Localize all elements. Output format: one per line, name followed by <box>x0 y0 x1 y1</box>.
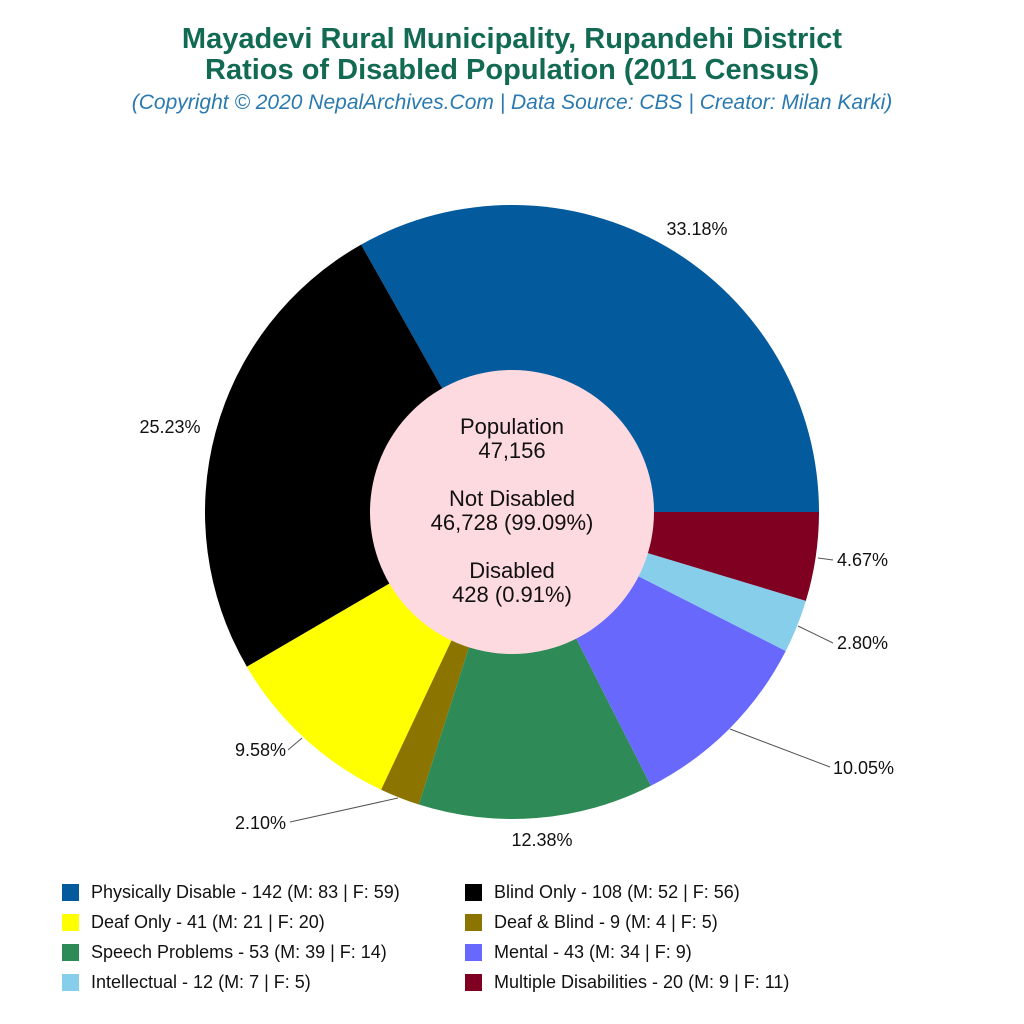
legend-label: Deaf & Blind - 9 (M: 4 | F: 5) <box>494 912 718 932</box>
legend-swatch-icon <box>465 974 482 991</box>
label-leader-line <box>797 625 834 644</box>
legend-label: Deaf Only - 41 (M: 21 | F: 20) <box>91 912 325 932</box>
label-leader-line <box>287 737 303 751</box>
legend-swatch-icon <box>62 914 79 931</box>
percent-label: 9.58% <box>235 740 286 760</box>
population-value: 47,156 <box>478 438 545 463</box>
chart-title-line2: Ratios of Disabled Population (2011 Cens… <box>205 54 819 86</box>
legend-item[interactable]: Deaf Only - 41 (M: 21 | F: 20) <box>62 912 325 933</box>
legend-label: Physically Disable - 142 (M: 83 | F: 59) <box>91 882 400 902</box>
legend-item[interactable]: Blind Only - 108 (M: 52 | F: 56) <box>465 882 740 903</box>
legend-swatch-icon <box>62 884 79 901</box>
percent-label: 10.05% <box>833 758 894 778</box>
legend-label: Speech Problems - 53 (M: 39 | F: 14) <box>91 942 387 962</box>
legend-swatch-icon <box>465 914 482 931</box>
label-leader-line <box>289 797 399 823</box>
percent-labels: 33.18% 25.23% 9.58% 2.10% 12.38% 10.05% 2.80% 4… <box>139 219 894 850</box>
label-leader-line <box>729 728 831 768</box>
percent-label: 2.10% <box>235 813 286 833</box>
not-disabled-label: Not Disabled <box>449 486 575 511</box>
chart-title-line1: Mayadevi Rural Municipality, Rupandehi D… <box>181 23 843 55</box>
slice-speech-problems[interactable] <box>418 512 651 819</box>
legend-item[interactable]: Deaf & Blind - 9 (M: 4 | F: 5) <box>465 912 718 933</box>
legend-item[interactable]: Physically Disable - 142 (M: 83 | F: 59) <box>62 882 400 903</box>
legend-item[interactable]: Intellectual - 12 (M: 7 | F: 5) <box>62 972 311 993</box>
legend-label: Multiple Disabilities - 20 (M: 9 | F: 11… <box>494 972 790 992</box>
center-circle <box>370 370 654 654</box>
percent-label: 25.23% <box>139 417 200 437</box>
center-summary: Population 47,156 Not Disabled 46,728 (9… <box>431 414 594 607</box>
not-disabled-value: 46,728 (99.09%) <box>431 510 594 535</box>
legend-item[interactable]: Speech Problems - 53 (M: 39 | F: 14) <box>62 942 387 963</box>
legend-label: Intellectual - 12 (M: 7 | F: 5) <box>91 972 311 992</box>
disabled-label: Disabled <box>469 558 555 583</box>
percent-label: 2.80% <box>837 633 888 653</box>
slice-blind-only[interactable] <box>204 244 512 667</box>
percent-label: 33.18% <box>666 219 727 239</box>
legend-swatch-icon <box>62 974 79 991</box>
disabled-value: 428 (0.91%) <box>452 582 572 607</box>
legend-label: Blind Only - 108 (M: 52 | F: 56) <box>494 882 740 902</box>
legend-item[interactable]: Mental - 43 (M: 34 | F: 9) <box>465 942 692 963</box>
legend-label: Mental - 43 (M: 34 | F: 9) <box>494 942 692 962</box>
percent-label: 4.67% <box>837 550 888 570</box>
legend-swatch-icon <box>465 884 482 901</box>
legend-item[interactable]: Multiple Disabilities - 20 (M: 9 | F: 11… <box>465 972 789 993</box>
legend-swatch-icon <box>62 944 79 961</box>
population-label: Population <box>460 414 564 439</box>
chart-subtitle: (Copyright © 2020 NepalArchives.Com | Da… <box>131 91 893 114</box>
label-leader-line <box>817 557 834 561</box>
percent-label: 12.38% <box>511 830 572 850</box>
legend-swatch-icon <box>465 944 482 961</box>
